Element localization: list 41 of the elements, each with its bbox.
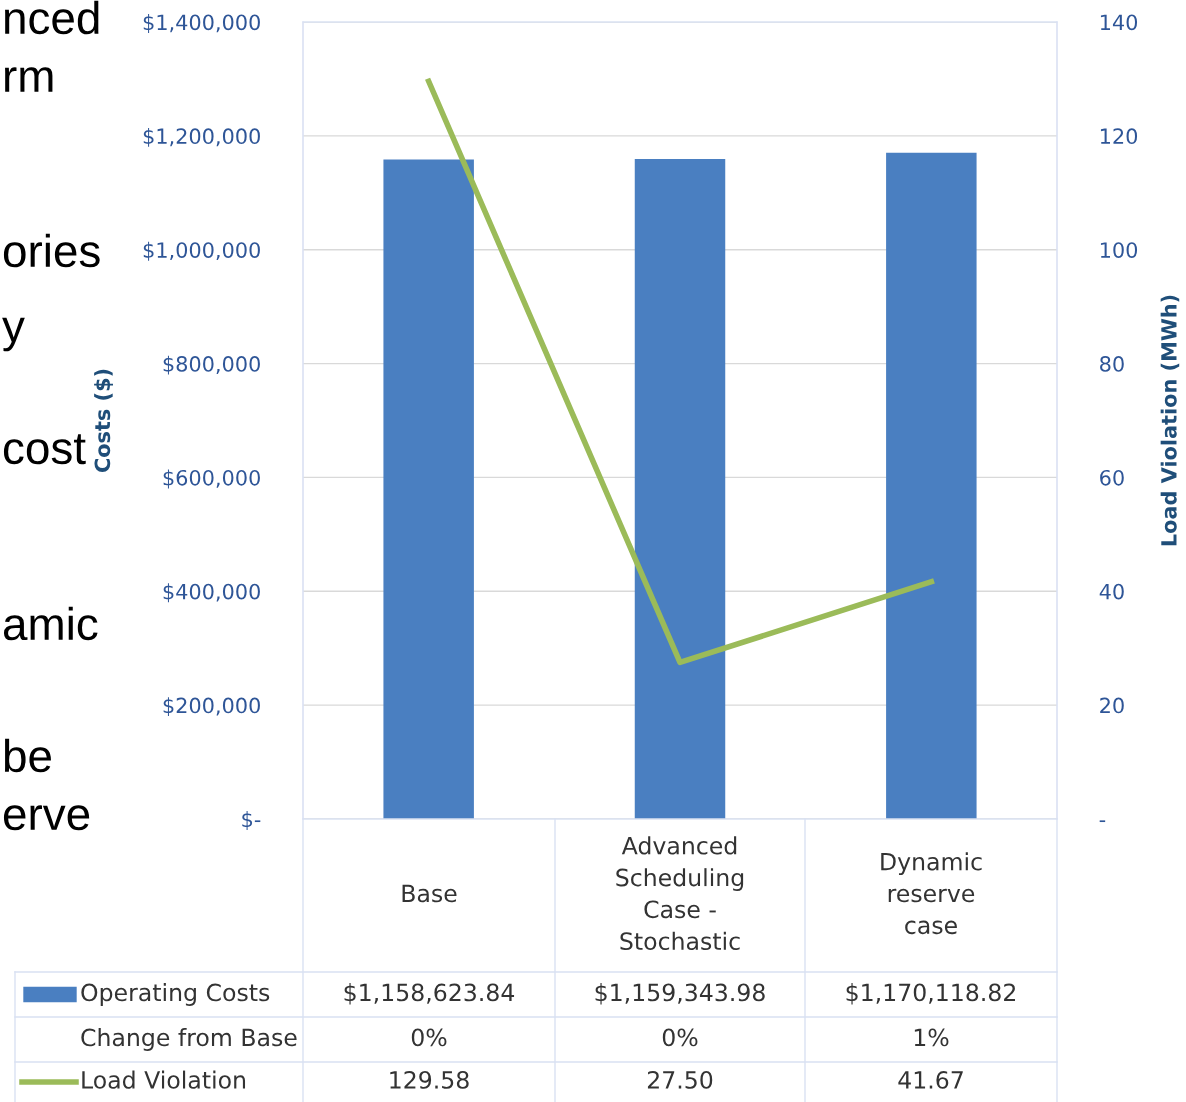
text: 0% [662,1028,698,1047]
x-tick-label: Base [402,884,457,903]
y-tick-label: $800,000 [163,355,260,375]
y-axis-title: Costs ($) [94,369,113,473]
y-tick-label: $- [242,811,261,830]
data-label: 41.67 [898,1070,963,1089]
data-label: $1,170,118.82 [846,983,1015,1005]
data-label: $1,158,623.84 [344,983,515,1005]
data-label: 27.50 [647,1070,713,1089]
text: 0% [411,1028,447,1047]
text: 1% [914,1028,949,1047]
text: be [4,738,51,773]
data-label: 129.58 [390,1070,469,1089]
text: Change from Base [81,1028,297,1051]
text: y [2,317,25,352]
y-tick-label: $600,000 [163,469,260,489]
y-tick-label: $1,000,000 [143,241,260,261]
text: nced [5,0,99,35]
y-tick-label: $1,400,000 [143,14,260,33]
y-tick-label: $400,000 [163,583,260,603]
text: ories [3,233,100,268]
y2-tick-label: 40 [1099,583,1124,600]
y2-tick-label: 80 [1100,356,1124,372]
y2-tick-label: 140 [1100,14,1138,31]
y2-tick-label: 120 [1100,128,1138,145]
legend-label: Operating Costs [81,983,270,1006]
text: amic [3,606,98,641]
y2-tick-label: - [1099,820,1106,823]
y2-tick-label: 20 [1100,697,1124,714]
text: cost [3,434,86,465]
y-tick-label: $200,000 [163,697,260,717]
text: erve [3,805,90,831]
y2-tick-label: 60 [1100,469,1124,486]
x-tick-label: Advanced Scheduling Case - Stochastic [616,836,744,951]
x-tick-label: Dynamic reserve case [881,852,982,935]
y-tick-label: $1,200,000 [143,127,260,147]
y2-axis-title: Load Violation (MWh) [1160,295,1180,546]
data-label: $1,159,343.98 [595,983,765,1005]
text: rm [5,67,53,92]
y2-tick-label: 100 [1100,242,1138,258]
legend-label: Load Violation [82,1070,246,1089]
